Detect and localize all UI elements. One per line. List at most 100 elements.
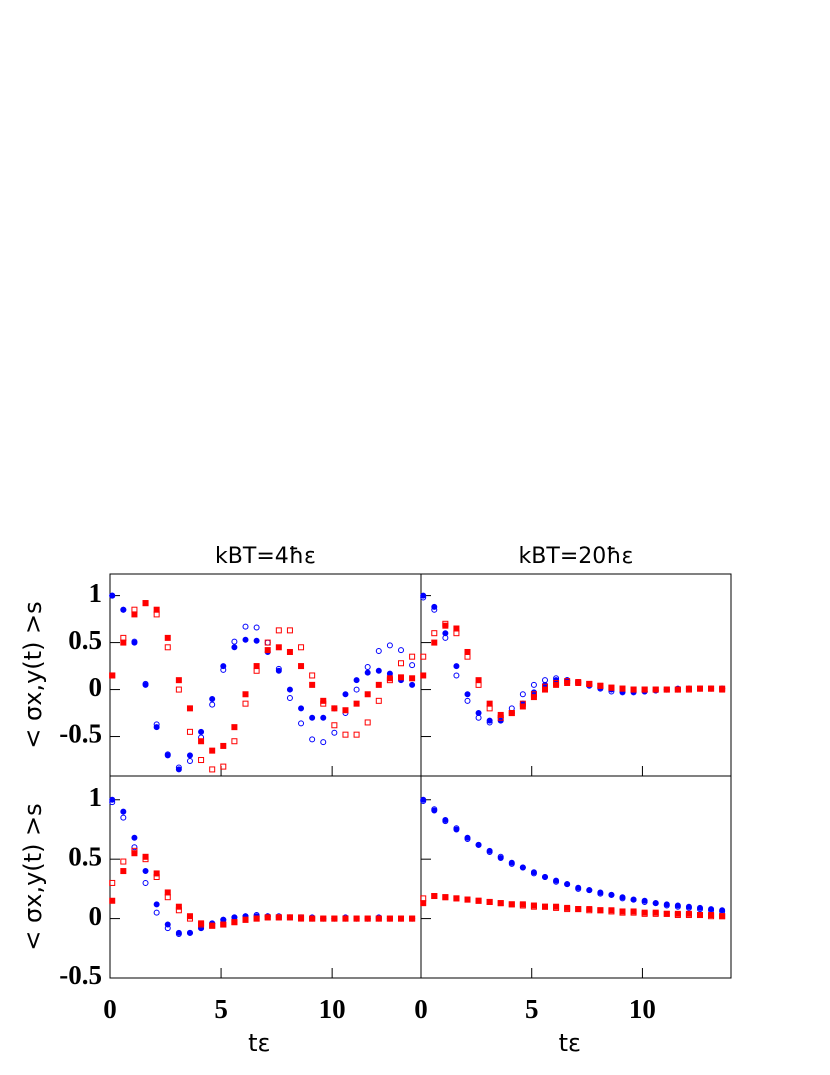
marker-square — [320, 915, 327, 922]
marker-square — [475, 897, 482, 904]
marker-circle — [209, 695, 216, 702]
marker-circle — [131, 844, 138, 851]
panel-title: kBT=4ħε — [215, 544, 316, 569]
marker-circle — [542, 874, 548, 880]
marker-square — [442, 894, 449, 901]
marker-square — [420, 900, 427, 907]
marker-square — [398, 915, 405, 922]
y-tick-label: 1 — [89, 782, 103, 812]
y-tick-label: 0 — [89, 901, 103, 931]
marker-circle — [131, 834, 138, 841]
marker-circle — [120, 808, 127, 815]
marker-circle — [342, 691, 349, 698]
marker-square — [109, 672, 116, 679]
marker-square — [486, 705, 493, 712]
marker-square — [641, 686, 648, 693]
marker-square — [286, 914, 293, 921]
marker-circle — [364, 669, 371, 676]
marker-circle — [231, 638, 238, 645]
marker-circle — [353, 686, 360, 693]
plot-frame — [109, 573, 422, 777]
marker-circle — [431, 606, 438, 613]
marker-square — [530, 691, 537, 698]
marker-square — [697, 912, 703, 919]
marker-square — [153, 874, 160, 880]
marker-square — [420, 895, 427, 902]
marker-square — [364, 691, 371, 698]
marker-square — [342, 731, 349, 738]
marker-circle — [186, 752, 193, 759]
marker-circle — [564, 881, 571, 888]
marker-circle — [697, 906, 703, 913]
marker-square — [164, 644, 171, 651]
x-tick-label: 10 — [629, 994, 656, 1024]
marker-square — [453, 630, 460, 637]
marker-square — [442, 894, 449, 901]
marker-square — [175, 903, 182, 910]
x-axis-label: tε — [248, 1029, 270, 1057]
marker-square — [597, 907, 604, 914]
marker-square — [564, 906, 571, 913]
marker-square — [331, 722, 338, 729]
marker-square — [619, 685, 626, 692]
marker-square — [142, 600, 149, 607]
marker-square — [242, 691, 249, 698]
marker-square — [497, 900, 504, 907]
marker-circle — [409, 662, 416, 669]
marker-square — [253, 667, 260, 674]
marker-square — [242, 916, 249, 923]
marker-square — [320, 700, 327, 707]
marker-circle — [320, 714, 327, 721]
marker-square — [464, 653, 471, 660]
marker-square — [486, 898, 493, 905]
marker-circle — [298, 720, 305, 727]
marker-circle — [109, 799, 116, 806]
y-tick-label: -0.5 — [59, 960, 102, 990]
marker-square — [209, 922, 216, 929]
marker-square — [364, 915, 371, 922]
marker-circle — [420, 797, 427, 804]
marker-circle — [674, 903, 681, 910]
marker-square — [674, 686, 681, 693]
marker-square — [542, 903, 548, 910]
marker-square — [575, 679, 582, 686]
marker-circle — [242, 623, 249, 630]
marker-square — [519, 700, 526, 707]
marker-square — [597, 907, 604, 914]
marker-square — [309, 681, 316, 688]
marker-square — [375, 697, 382, 704]
marker-circle — [486, 717, 493, 724]
marker-circle — [409, 681, 416, 688]
marker-circle — [608, 891, 615, 898]
marker-square — [674, 912, 681, 919]
x-tick-label: 5 — [525, 994, 539, 1024]
marker-square — [708, 685, 715, 692]
marker-circle — [663, 902, 670, 909]
marker-circle — [153, 721, 160, 728]
marker-square — [209, 766, 216, 773]
marker-circle — [464, 691, 471, 698]
marker-square — [131, 847, 138, 854]
marker-square — [697, 685, 703, 692]
marker-square — [275, 627, 282, 634]
marker-square — [231, 738, 238, 745]
marker-square — [542, 903, 548, 910]
marker-square — [120, 634, 127, 641]
marker-circle — [375, 648, 382, 655]
marker-circle — [198, 728, 205, 735]
marker-square — [442, 620, 449, 627]
marker-square — [331, 915, 338, 922]
marker-square — [164, 634, 171, 641]
marker-square — [508, 901, 515, 908]
marker-square — [353, 700, 360, 707]
marker-square — [575, 906, 582, 913]
marker-square — [708, 913, 715, 920]
marker-circle — [109, 592, 116, 599]
marker-square — [364, 719, 371, 726]
marker-square — [431, 893, 438, 900]
x-tick-label: 5 — [214, 994, 228, 1024]
marker-square — [508, 710, 515, 717]
marker-circle — [353, 677, 360, 684]
marker-square — [320, 915, 327, 922]
marker-square — [409, 915, 416, 922]
